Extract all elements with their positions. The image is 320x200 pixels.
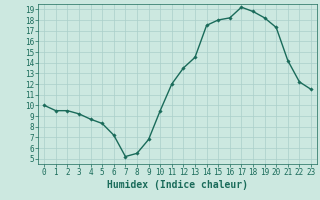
X-axis label: Humidex (Indice chaleur): Humidex (Indice chaleur) [107,180,248,190]
